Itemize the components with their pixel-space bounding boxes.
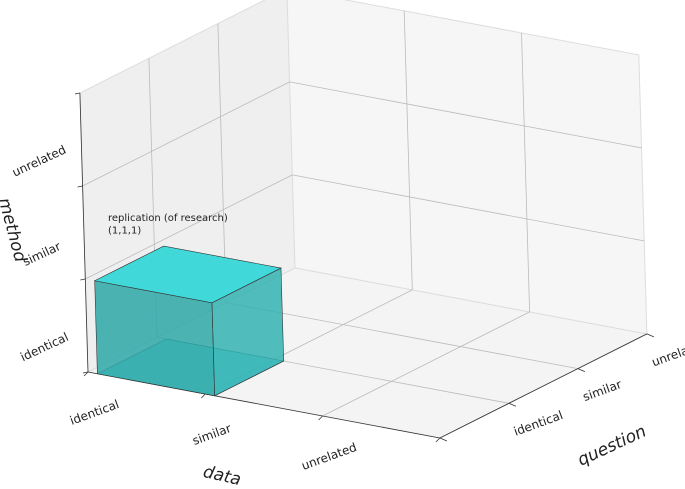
z-tick-label: unrelated bbox=[10, 143, 68, 180]
x-tick-label: identical bbox=[68, 397, 121, 428]
y-tick bbox=[646, 333, 655, 338]
box-top bbox=[93, 245, 282, 304]
z-tick bbox=[80, 278, 86, 281]
z-axis bbox=[79, 92, 89, 373]
x-tick-label: unrelated bbox=[300, 440, 359, 473]
grid-line bbox=[322, 311, 530, 417]
y-axis bbox=[439, 333, 648, 439]
x-axis-title: data bbox=[201, 462, 243, 489]
y-tick-label: unrelated bbox=[650, 336, 685, 369]
x-tick bbox=[83, 371, 89, 377]
z-tick-label: identical bbox=[18, 330, 70, 364]
z-tick bbox=[82, 371, 89, 374]
x-tick bbox=[435, 437, 441, 443]
z-axis-title: method bbox=[0, 196, 30, 265]
y-tick bbox=[508, 402, 517, 407]
annotation: (1,1,1) bbox=[108, 226, 141, 237]
grid-line bbox=[292, 174, 645, 242]
grid-line bbox=[217, 23, 227, 303]
grid-line bbox=[82, 81, 290, 187]
y-tick bbox=[577, 368, 586, 372]
y-axis-title: question bbox=[574, 421, 649, 470]
grid-line bbox=[403, 10, 413, 290]
annotation: replication (of research) bbox=[108, 213, 228, 224]
x-tick bbox=[201, 393, 206, 399]
z-tick bbox=[77, 185, 83, 188]
x-tick bbox=[318, 415, 323, 421]
z-tick bbox=[74, 92, 80, 95]
grid-line bbox=[225, 302, 578, 369]
grid-line bbox=[521, 32, 530, 312]
y-tick bbox=[439, 437, 448, 442]
y-tick-label: identical bbox=[512, 408, 565, 439]
y-tick-label: similar bbox=[581, 377, 624, 404]
x-tick-label: similar bbox=[190, 421, 233, 448]
grid-line bbox=[289, 81, 642, 149]
grid-line bbox=[85, 174, 293, 280]
